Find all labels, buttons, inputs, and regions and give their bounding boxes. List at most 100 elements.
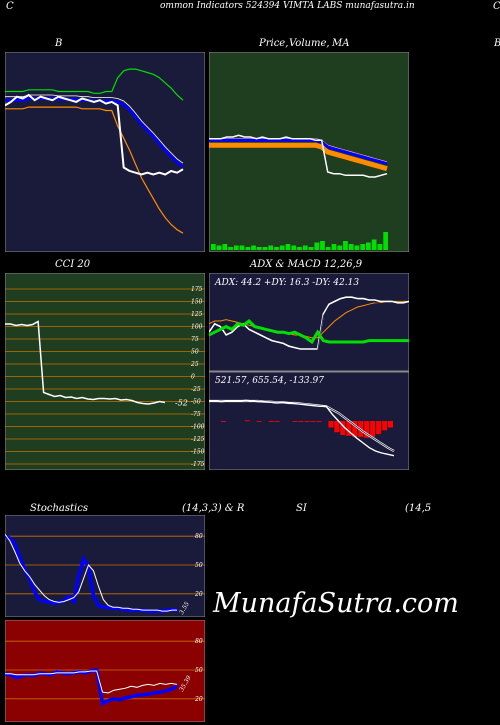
bollinger-title: B [55,38,63,49]
macd-histogram-bar [310,421,316,422]
bollinger-middle-edge-line [5,94,184,164]
macd-histogram-bar [244,420,250,422]
rsi-tick-label: 20 [194,696,203,703]
volume-bar [274,247,279,250]
volume-bar [377,244,383,250]
volume-bar [308,247,314,250]
volume-bar [262,247,268,250]
macd-histogram-bar [316,421,322,422]
bollinger-chart [5,52,205,252]
bollinger-lower-band-line [5,106,184,234]
stochastics-tick-label: 50 [195,562,203,569]
adx-macd-chart: ADX: 44.2 +DY: 16.3 -DY: 42.13 521.57, 6… [209,273,409,470]
header-right-letter: C [493,1,500,12]
macd-histogram-bar [340,421,346,435]
rsi-tick-label: 50 [195,667,203,674]
volume-bar [331,244,337,250]
macd-histogram-bar [274,421,280,422]
macd-histogram-bar [334,421,340,433]
macd-histogram-bar [382,421,388,431]
cci-tick-label: 175 [191,286,203,293]
price-title-b: Volume, [289,38,330,49]
price-ma-orange-line [209,142,388,172]
price-background [209,52,409,252]
price-ma-blue-line [209,138,388,166]
cci-tick-label: -75 [191,411,201,418]
cci-tick-label: 125 [191,311,203,318]
bollinger-background [5,52,205,252]
volume-bar [228,247,233,250]
volume-bar [245,247,251,250]
volume-bar [360,244,365,250]
volume-bar [251,245,256,250]
volume-bar [211,244,216,250]
rsi-title-a: SI [296,503,307,514]
cci-tick-label: -25 [191,386,201,393]
volume-bar [366,242,371,250]
cci-tick-label: -150 [191,449,205,456]
macd-histogram-bar [268,421,274,422]
stoch-title-a: Stochastics [30,503,88,514]
adx-title: ADX & MACD 12,26,9 [250,259,363,270]
macd-line [209,399,395,457]
adx-readout: ADX: 44.2 +DY: 16.3 -DY: 42.13 [214,278,359,288]
volume-bar [348,244,354,250]
volume-bar [279,245,285,250]
cci-tick-label: -50 [191,399,201,406]
price-title-c: MA [332,38,350,49]
volume-bar [268,245,274,250]
cci-title: CCI 20 [55,259,91,270]
rsi-signal-line [5,670,178,694]
price-line [209,134,388,178]
volume-bar [222,244,228,250]
macd-histogram-bar [364,421,370,438]
chart-header: C ommon Indicators 524394 VIMTA LABS mun… [0,1,500,15]
macd-histogram-bar [220,421,226,422]
volume-bar [354,245,360,250]
rsi-title-b: (14,5 [405,503,432,514]
rsi-tick-label: 80 [195,638,203,645]
volume-bar [325,247,331,250]
macd-histogram-bar [304,421,310,422]
cci-tick-label: 0 [191,374,195,381]
brand-watermark: MunafaSutra.com [213,588,459,619]
macd-histogram-bar [352,421,358,437]
header-left-letter: C [6,1,14,12]
volume-bar [239,245,245,250]
cci-chart: 175 150 125 100 75 50 25 0 -25 -50 -75 -100 -125 -150… [5,273,205,470]
cci-tick-label: -175 [191,461,205,468]
cci-tick-label: 25 [190,361,199,368]
macd-histogram-bar [256,421,262,422]
cci-current-value: -52 [175,399,188,408]
macd-histogram-bar [292,421,298,422]
stochastics-tick-label: 80 [195,533,203,540]
adx-background [209,273,409,372]
volume-bar [216,245,222,250]
volume-bar [320,241,325,250]
macd-histogram-bar [370,421,376,437]
stochastics-tick-label: 20 [194,591,203,598]
volume-bar [337,245,342,250]
plus-di-line [209,319,409,345]
volume-bar [383,232,388,250]
bollinger-price-line [5,93,184,176]
cci-tick-label: 50 [191,349,199,356]
macd-histogram-bar [328,421,334,428]
cci-tick-label: 150 [191,299,203,306]
volume-bar [297,247,302,250]
stochastics-main-line [5,534,178,613]
volume-bar [302,245,308,250]
price-chart [209,52,409,252]
volume-bar [285,244,291,250]
macd-histogram-bar [376,421,382,435]
stoch-title-b: (14,3,3) & R [182,503,245,514]
rsi-background [5,620,205,722]
header-title: ommon Indicators 524394 VIMTA LABS munaf… [160,1,415,11]
cci-tick-label: -100 [191,424,205,431]
volume-bar [234,245,239,250]
macd-histogram-bar [346,421,352,436]
price-right-letter: B [494,38,500,49]
price-title-a: Price, [259,38,289,49]
